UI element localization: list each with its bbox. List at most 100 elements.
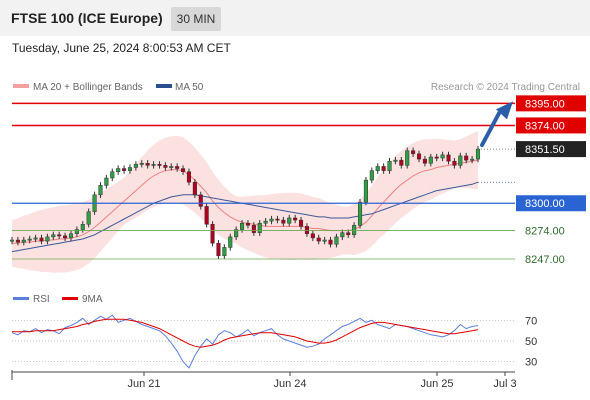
candle-body (21, 239, 26, 243)
candle-body (27, 238, 32, 241)
candle-body (127, 167, 133, 171)
candle (281, 216, 286, 227)
candle (192, 179, 197, 198)
candle (186, 168, 192, 186)
candle-body (363, 179, 368, 203)
x-tick-label: Jun 25 (420, 378, 453, 390)
candle (181, 165, 186, 175)
candle (104, 174, 109, 189)
candle (316, 234, 321, 245)
candle-body (434, 156, 439, 159)
candle (122, 165, 127, 174)
candle-body (411, 150, 416, 155)
ma9-legend-label: 9MA (82, 294, 103, 305)
candle-body (204, 206, 209, 225)
candle (86, 208, 91, 228)
candle-body (322, 239, 327, 242)
candle (33, 234, 38, 243)
candle (98, 182, 103, 198)
candle-body (157, 164, 162, 166)
timestamp: Tuesday, June 25, 2024 8:00:53 AM CET (12, 41, 231, 55)
candle (363, 176, 368, 206)
header-bar: FTSE 100 (ICE Europe) 30 MIN (0, 0, 590, 36)
x-axis: Jun 21 Jun 24 Jun 25 Jul 3 (11, 370, 517, 390)
candle-body (234, 229, 239, 238)
candle (169, 163, 174, 171)
timeframe-badge[interactable]: 30 MIN (171, 7, 221, 31)
candle (127, 164, 133, 174)
candle (287, 214, 292, 227)
candle-body (186, 171, 192, 183)
candle-body (39, 237, 44, 242)
candle-body (475, 148, 481, 160)
candle (257, 220, 262, 236)
candle-body (245, 222, 250, 226)
x-tick-label: Jun 24 (273, 378, 306, 390)
candle (45, 233, 50, 245)
candle (9, 236, 15, 245)
candle (298, 216, 304, 230)
candle-body (33, 237, 38, 240)
candle-body (45, 236, 50, 242)
resistance-label-box (516, 95, 586, 112)
candle-body (216, 242, 221, 257)
candle-body (470, 158, 475, 161)
candle-body (416, 153, 422, 160)
candle-body (458, 155, 463, 166)
candle (145, 160, 150, 169)
candle (304, 223, 309, 237)
candle-body (393, 159, 398, 162)
candle (422, 155, 427, 167)
candle-body (304, 226, 309, 234)
rsi-legend-label: RSI (33, 294, 50, 305)
candle-body (334, 236, 339, 245)
candle (375, 163, 380, 174)
candle (399, 156, 404, 169)
candle (116, 165, 121, 175)
candle (434, 153, 439, 162)
last-price-box (516, 141, 586, 158)
rsi-legend-swatch (13, 297, 29, 300)
candle (210, 221, 215, 247)
candle (15, 236, 20, 246)
candle-body (139, 163, 144, 165)
candle-body (293, 217, 298, 221)
candle-body (263, 220, 268, 224)
pivot-label: 8300.00 (525, 198, 565, 210)
candle (416, 150, 422, 163)
rsi-tick-label: 70 (525, 315, 537, 327)
resistance-label-box (516, 117, 586, 134)
candle (245, 220, 250, 229)
candle-body (298, 219, 304, 227)
candle-body (169, 166, 174, 168)
candle-body (15, 239, 20, 243)
ma50-legend-label: MA 50 (175, 82, 204, 93)
candle (151, 161, 156, 169)
resistance-label: 8395.00 (525, 98, 565, 110)
candle (204, 203, 209, 228)
candle (222, 244, 227, 259)
candle (110, 168, 115, 182)
candle-body (104, 177, 109, 186)
candle (352, 222, 357, 238)
candle-body (210, 224, 215, 244)
candle-body (240, 222, 245, 230)
candle (357, 199, 363, 229)
candle (334, 233, 339, 248)
candle-body (399, 159, 404, 166)
candle-body (192, 181, 197, 196)
candle-body (151, 164, 156, 166)
candle-body (228, 236, 233, 248)
candle (263, 217, 268, 227)
candle-body (381, 166, 386, 171)
candle-body (275, 218, 280, 221)
candle-body (74, 229, 79, 234)
candle-body (428, 156, 433, 164)
ma50-legend-swatch (156, 84, 172, 88)
candle (198, 191, 203, 210)
candle (446, 151, 451, 165)
candle (234, 226, 239, 241)
instrument-title: FTSE 100 (ICE Europe) (11, 10, 163, 26)
candle-body (133, 164, 138, 168)
